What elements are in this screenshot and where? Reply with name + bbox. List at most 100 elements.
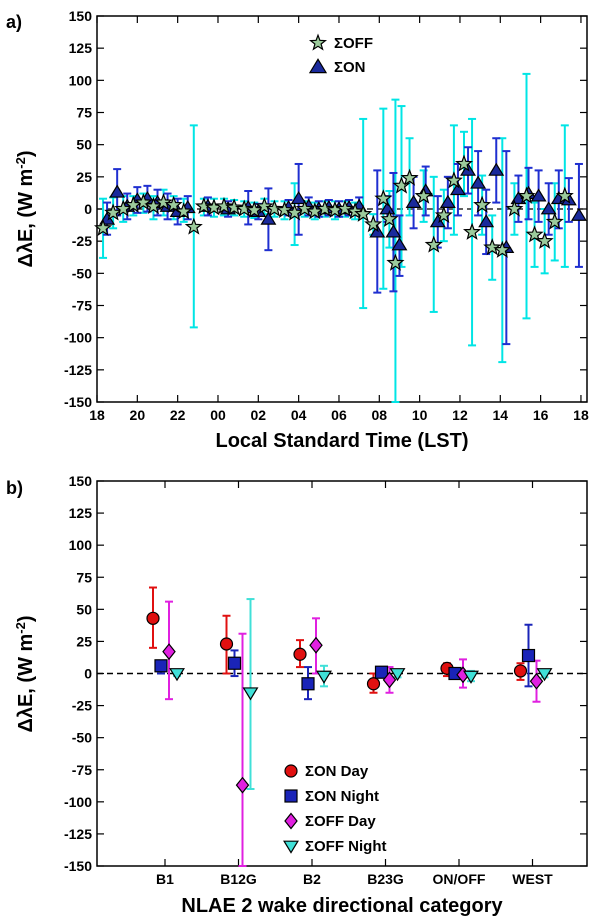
legend-marker-diamond <box>284 812 298 830</box>
panel-a-point-son <box>439 194 456 208</box>
panel-a-ytick-label: -100 <box>64 330 92 346</box>
panel-a-point-soff <box>555 186 574 204</box>
panel-b-legend: ΣON Day ΣON Night ΣOFF Day ΣOFF Night <box>283 763 386 855</box>
panel-b-point-triangle-down <box>389 668 406 682</box>
panel-a-series <box>93 72 587 403</box>
panel-a-point-son <box>478 214 495 228</box>
panel-a-point-soff <box>380 209 399 227</box>
panel-b-ylabel: ΔλE, (W m-2) <box>13 615 37 732</box>
panel-a-point-soff <box>346 202 365 220</box>
panel-b-category-label: ON/OFF <box>433 871 486 887</box>
panel-b-point-diamond <box>382 671 397 689</box>
panel-a-point-son <box>470 175 487 189</box>
panel-b-ytick-label: -100 <box>64 794 92 810</box>
panel-b: b) -150 -125 -100 -75 -50 -25 0 25 50 75 100 125 150… <box>6 473 588 917</box>
panel-b-ytick-label: -25 <box>72 698 92 714</box>
panel-a-point-son <box>405 194 422 208</box>
panel-b-label: b) <box>6 478 23 498</box>
panel-a-point-son <box>379 201 396 215</box>
panel-a-point-soff <box>525 225 544 243</box>
panel-a-point-soff <box>255 196 274 215</box>
panel-a-point-son <box>109 184 126 198</box>
panel-a-point-soff <box>164 195 183 213</box>
panel-a-point-soff <box>285 203 304 221</box>
panel-a-ytick-label: -75 <box>72 298 92 314</box>
panel-b-point-circle <box>146 611 160 625</box>
panel-b-point-triangle-down <box>463 670 479 684</box>
panel-a-ylabel: ΔλE, (W m-2) <box>13 150 37 267</box>
panel-b-ytick-label: 25 <box>76 633 92 649</box>
panel-b-point-diamond <box>235 776 250 794</box>
panel-a-point-soff <box>354 204 373 222</box>
panel-a-point-son <box>488 162 505 176</box>
panel-a-ytick-label: 125 <box>69 40 93 56</box>
panel-a-point-soff <box>93 218 113 236</box>
panel-a-point-soff <box>214 196 234 215</box>
panel-a-point-son <box>391 237 408 251</box>
panel-b-point-diamond <box>529 672 544 690</box>
panel-a-point-soff <box>454 154 474 172</box>
panel-a-point-soff <box>235 199 254 217</box>
panel-b-point-square <box>227 656 242 670</box>
panel-b-ytick-label: 125 <box>69 505 93 521</box>
panel-a-xlabel: Local Standard Time (LST) <box>216 430 469 452</box>
panel-b-ytick-label: 150 <box>69 473 93 489</box>
panel-a-ytick-label: -150 <box>64 394 92 410</box>
panel-a-ytick-label: 0 <box>84 201 92 217</box>
legend-entry-soff-day: ΣOFF Day <box>305 813 376 830</box>
panel-b-point-triangle-down <box>242 687 259 701</box>
panel-b-point-square <box>301 677 315 691</box>
panel-a-ytick-label: 75 <box>76 105 92 121</box>
panel-a-point-soff <box>483 238 502 256</box>
panel-b-ytick-label: -150 <box>64 858 92 874</box>
panel-a-point-son <box>570 207 587 221</box>
panel-a-point-soff <box>364 214 383 233</box>
panel-b-point-triangle-down <box>169 668 185 682</box>
panel-a-xtick-label: 20 <box>130 407 146 423</box>
panel-a-point-soff <box>374 189 393 207</box>
panel-a-point-soff <box>493 240 512 258</box>
panel-b-point-triangle-down <box>316 670 332 684</box>
panel-b-category-label: B23G <box>367 871 404 887</box>
panel-a-point-soff <box>275 200 294 218</box>
panel-a-ytick-label: -25 <box>72 233 92 249</box>
panel-a-point-soff <box>535 231 554 249</box>
legend-marker-square <box>284 789 298 803</box>
panel-a-point-son <box>385 224 402 238</box>
panel-a-point-soff <box>444 171 463 189</box>
panel-a-ytick-label: -50 <box>72 265 92 281</box>
panel-a-point-soff <box>104 203 123 221</box>
panel-a-xtick-label: 08 <box>372 407 388 423</box>
panel-a-ytick-label: 50 <box>76 137 92 153</box>
panel-a: a) -150 -125 -100 -75 -50 -25 0 25 50 75 100 125 150… <box>6 8 589 452</box>
panel-b-xlabel: NLAE 2 wake directional category <box>181 895 503 917</box>
panel-a-point-soff <box>315 199 334 217</box>
panel-a-point-son <box>540 201 557 215</box>
panel-a-point-soff <box>505 199 524 217</box>
panel-b-point-diamond <box>309 636 323 654</box>
panel-b-category-label: B2 <box>303 871 321 887</box>
panel-a-point-soff <box>245 200 264 218</box>
legend-marker-son <box>308 58 328 74</box>
panel-a-xtick-label: 00 <box>210 407 226 423</box>
panel-b-point-square <box>374 665 389 679</box>
panel-b-ytick-label: 0 <box>84 666 92 682</box>
legend-entry-son: ΣON <box>334 59 366 76</box>
panel-a-point-soff <box>225 198 244 216</box>
panel-a-xtick-label: 18 <box>573 407 589 423</box>
panel-b-point-circle <box>219 637 234 651</box>
panel-a-ytick-label: 25 <box>76 169 92 185</box>
panel-a-point-soff <box>473 195 492 213</box>
panel-a-point-soff <box>386 253 405 271</box>
panel-b-ytick-label: 75 <box>76 569 92 585</box>
legend-entry-son-day: ΣON Day <box>305 763 369 780</box>
panel-a-point-soff <box>194 196 213 215</box>
panel-a-xtick-label: 18 <box>89 407 105 423</box>
panel-b-category-label: B1 <box>156 871 174 887</box>
panel-a-xtick-label: 04 <box>291 407 307 423</box>
panel-a-point-soff <box>545 212 564 230</box>
panel-b-ytick-label: -125 <box>64 826 92 842</box>
panel-a-point-soff <box>174 202 193 220</box>
panel-a-point-soff <box>265 199 284 217</box>
